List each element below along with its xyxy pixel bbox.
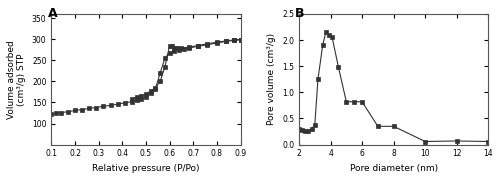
Text: B: B (295, 7, 304, 20)
Y-axis label: Volume adsorbed
(cm³/g) STP: Volume adsorbed (cm³/g) STP (7, 40, 26, 119)
X-axis label: Relative pressure (P/Po): Relative pressure (P/Po) (92, 164, 200, 173)
X-axis label: Pore diameter (nm): Pore diameter (nm) (350, 164, 438, 173)
Text: A: A (48, 7, 57, 20)
Y-axis label: Pore volume (cm³/g): Pore volume (cm³/g) (268, 33, 276, 125)
